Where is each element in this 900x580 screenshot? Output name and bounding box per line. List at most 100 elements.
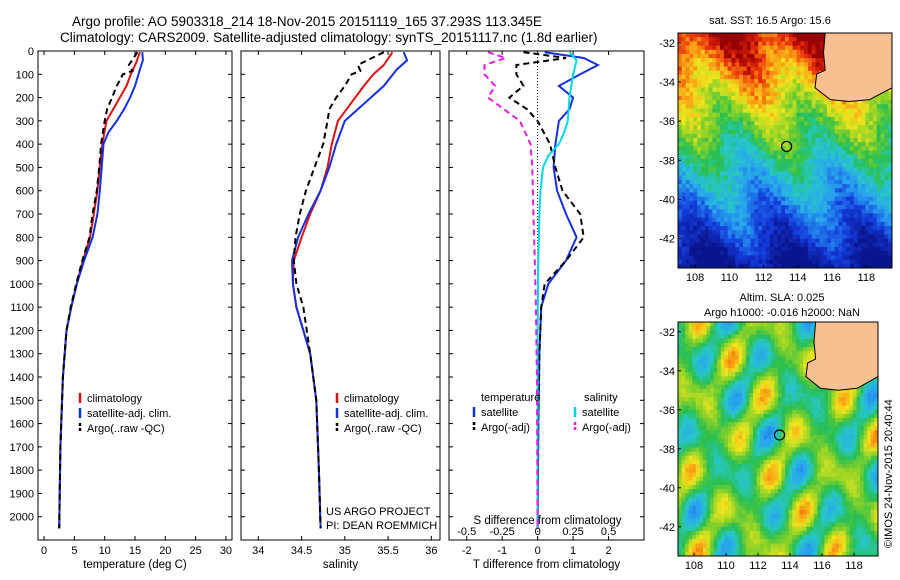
map-cell — [692, 547, 697, 553]
map-cell — [819, 171, 824, 177]
map-cell — [774, 347, 779, 352]
map-cell — [724, 535, 729, 540]
map-cell — [804, 87, 809, 93]
map-cell — [792, 37, 797, 42]
map-cell — [765, 171, 771, 177]
map-cell — [742, 551, 747, 557]
x-tick-label: 110 — [721, 272, 739, 284]
map-cell — [688, 476, 693, 482]
map-cell — [735, 334, 740, 340]
map-cell — [708, 66, 713, 72]
map-cell — [727, 137, 732, 143]
map-cell — [720, 108, 725, 114]
map-cell — [800, 205, 805, 210]
map-cell — [699, 363, 704, 369]
map-cell — [724, 322, 729, 327]
map-cell — [678, 380, 682, 386]
map-cell — [846, 175, 851, 181]
map-cell — [681, 213, 687, 219]
map-cell — [708, 217, 713, 223]
map-cell — [853, 175, 859, 181]
map-cell — [728, 468, 732, 473]
map-cell — [720, 430, 725, 436]
map-cell — [758, 58, 763, 63]
map-cell — [710, 468, 715, 473]
map-cell — [735, 251, 740, 256]
map-cell — [712, 58, 717, 63]
map-cell — [846, 104, 851, 109]
map-cell — [876, 263, 881, 269]
map-cell — [685, 330, 690, 335]
map-cell — [765, 167, 771, 172]
map-cell — [742, 472, 747, 478]
map-cell — [731, 543, 736, 549]
map-cell — [735, 489, 740, 494]
map-cell — [695, 384, 700, 390]
map-cell — [678, 434, 682, 440]
map-cell — [815, 175, 820, 181]
map-cell — [685, 196, 690, 202]
map-cell — [767, 397, 772, 402]
map-cell — [838, 217, 843, 223]
map-cell — [699, 367, 704, 373]
map-cell — [735, 426, 740, 432]
map-cell — [861, 133, 866, 139]
map-cell — [724, 476, 729, 482]
map-cell — [827, 142, 832, 147]
map-cell — [834, 150, 839, 156]
map-cell — [785, 70, 790, 76]
map-cell — [774, 447, 779, 452]
map-cell — [756, 530, 761, 536]
map-cell — [819, 251, 824, 256]
map-cell — [788, 33, 794, 38]
x-tick-label: 35.5 — [377, 545, 398, 557]
map-cell — [763, 497, 768, 503]
map-cell — [706, 363, 711, 369]
map-cell — [758, 226, 763, 231]
map-cell — [811, 100, 816, 105]
map-cell — [849, 108, 855, 114]
map-cell — [689, 66, 694, 72]
map-cell — [699, 430, 704, 436]
map-cell — [678, 497, 682, 503]
map-cell — [712, 121, 717, 126]
map-cell — [765, 213, 771, 219]
map-cell — [763, 342, 768, 348]
map-cell — [727, 163, 732, 168]
map-cell — [688, 334, 693, 340]
map-cell — [796, 121, 801, 126]
map-cell — [777, 133, 782, 139]
map-cell — [727, 142, 732, 147]
map-cell — [756, 384, 761, 390]
map-cell — [888, 263, 893, 269]
map-cell — [758, 137, 763, 143]
map-cell — [685, 388, 690, 394]
map-cell — [762, 104, 767, 109]
map-cell — [838, 154, 843, 160]
map-cell — [849, 150, 855, 156]
map-cell — [834, 184, 839, 189]
map-cell — [708, 238, 713, 244]
map-cell — [774, 535, 779, 540]
map-cell — [830, 137, 836, 143]
map-cell — [807, 49, 813, 55]
map-cell — [742, 443, 747, 448]
map-cell — [849, 137, 855, 143]
map-cell — [717, 384, 722, 390]
map-cell — [716, 125, 721, 130]
map-cell — [796, 158, 801, 164]
map-cell — [760, 401, 765, 406]
map-cell — [692, 338, 697, 344]
map-cell — [739, 255, 744, 261]
map-cell — [774, 430, 779, 436]
map-cell — [746, 74, 752, 80]
map-cell — [678, 338, 682, 344]
map-cell — [869, 251, 874, 256]
map-cell — [788, 95, 794, 101]
map-cell — [720, 418, 725, 423]
map-cell — [681, 422, 686, 427]
map-cell — [750, 70, 755, 76]
map-cell — [731, 66, 736, 72]
map-cell — [742, 384, 747, 390]
map-cell — [692, 480, 697, 486]
